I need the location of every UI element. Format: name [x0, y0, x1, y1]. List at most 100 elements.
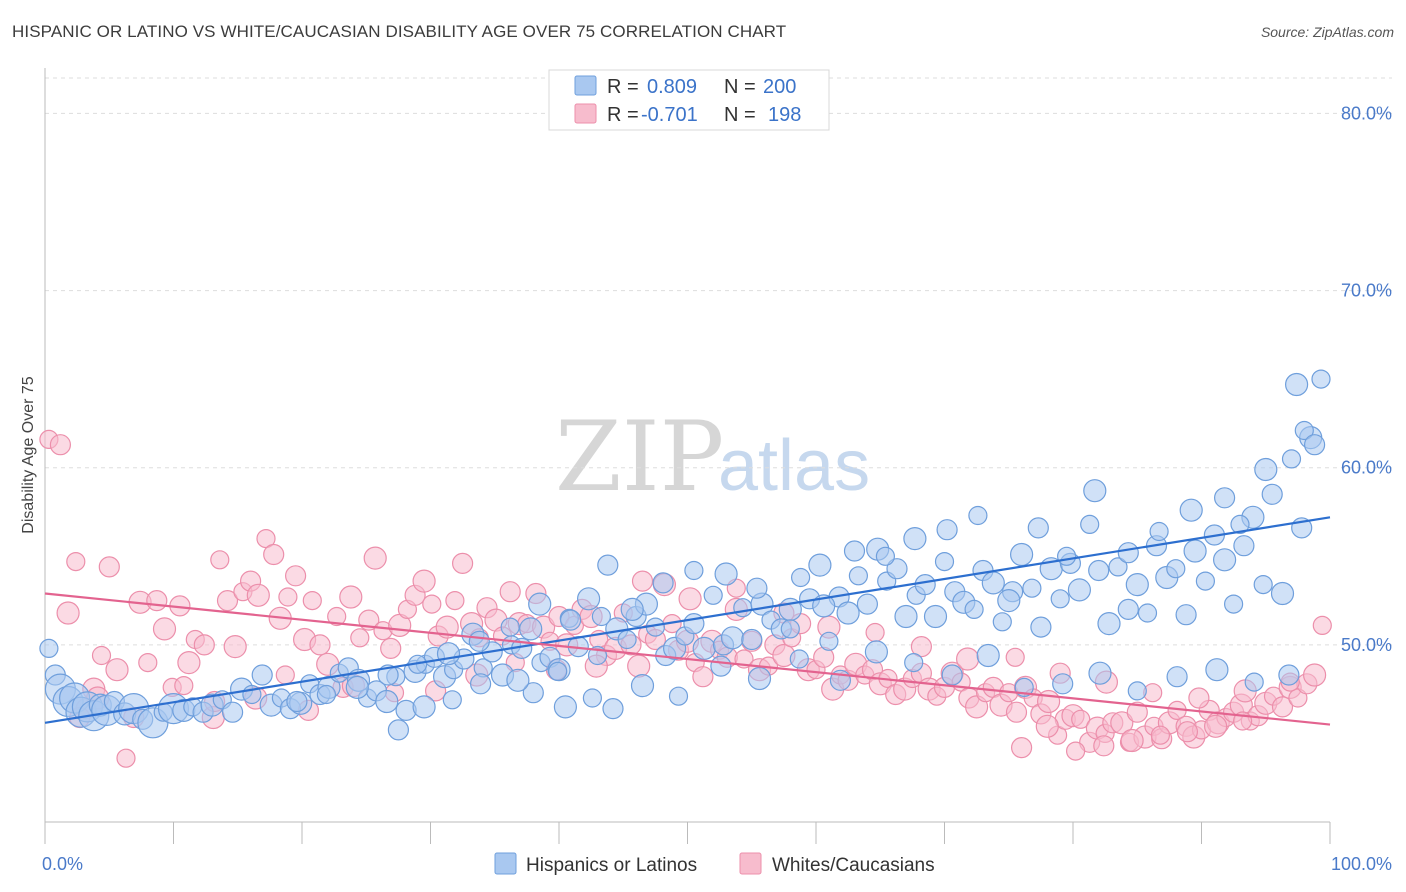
whites-point-31 [285, 565, 307, 587]
whites-point-136 [1126, 701, 1148, 723]
hispanics-point-147 [548, 661, 568, 682]
whites-point-30 [278, 587, 298, 607]
hispanics-point-102 [992, 612, 1012, 632]
series-legend: Hispanics or Latinos Whites/Caucasians [494, 852, 935, 876]
hispanics-point-161 [1205, 658, 1229, 682]
legend-r-value-2: -0.701 [641, 104, 698, 126]
whites-point-26 [246, 583, 270, 607]
hispanics-point-0 [39, 638, 59, 659]
legend-n-label-2: N = [724, 104, 756, 126]
hispanics-point-22 [222, 701, 244, 723]
whites-point-14 [152, 617, 177, 641]
whites-point-50 [435, 615, 459, 639]
hispanics-point-132 [1281, 449, 1302, 469]
hispanics-point-176 [997, 588, 1021, 613]
hispanics-point-149 [747, 666, 772, 691]
hispanics-point-153 [904, 652, 924, 673]
hispanics-point-81 [790, 567, 811, 588]
tick-labels: 50.0% 60.0% 70.0% 80.0% 0.0% 100.0% [42, 103, 1392, 874]
hispanics-point-141 [668, 686, 689, 706]
trend-lines [44, 516, 1331, 726]
hispanics-point-167 [1254, 457, 1278, 482]
hispanics-point-185 [714, 562, 738, 586]
hispanics-point-72 [703, 585, 723, 605]
hispanics-point-190 [559, 609, 582, 631]
hispanics-point-110 [1067, 578, 1092, 602]
hispanics-point-83 [808, 553, 832, 577]
hispanics-point-172 [1117, 598, 1139, 621]
legend-n-label-1: N = [724, 76, 756, 98]
hispanics-point-145 [470, 673, 492, 695]
hispanics-point-112 [1088, 559, 1110, 582]
whites-point-7 [98, 556, 120, 578]
hispanics-point-25 [251, 664, 273, 686]
whites-point-129 [1071, 709, 1091, 729]
legend-n-value-2: 198 [768, 104, 801, 126]
legend-r-value-1: 0.809 [647, 76, 697, 98]
hispanics-point-165 [1294, 420, 1314, 441]
hispanics-point-194 [436, 642, 461, 666]
hispanics-point-95 [923, 604, 948, 629]
y-axis-title: Disability Age Over 75 [20, 376, 37, 534]
hispanics-point-88 [856, 593, 879, 615]
whites-point-51 [445, 590, 465, 611]
hispanics-point-142 [387, 719, 409, 741]
whites-point-3 [66, 551, 86, 572]
hispanics-point-53 [519, 617, 543, 641]
whites-point-178 [1093, 735, 1115, 757]
hispanics-point-146 [506, 668, 530, 692]
hispanics-point-63 [617, 629, 637, 650]
hispanics-point-136 [522, 682, 544, 704]
hispanics-point-92 [894, 604, 918, 629]
hispanics-point-179 [903, 526, 927, 551]
hispanics-point-154 [941, 664, 963, 686]
whites-point-82 [692, 666, 714, 688]
whites-point-192 [174, 675, 194, 696]
whites-point-8 [105, 658, 129, 682]
legend-swatch-whites [574, 103, 597, 124]
whites-point-52 [452, 552, 474, 575]
trend-line-whites [44, 592, 1331, 726]
whites-point-158 [1302, 663, 1327, 687]
whites-point-161 [678, 587, 702, 611]
whites-point-74 [627, 654, 651, 678]
whites-point-1 [49, 434, 72, 456]
whites-point-167 [955, 647, 980, 671]
whites-point-28 [263, 543, 285, 566]
whites-point-125 [1036, 689, 1061, 714]
trend-line-hispanics [44, 516, 1331, 724]
whites-point-160 [631, 570, 654, 592]
hispanics-point-150 [789, 649, 809, 669]
hispanics-point-94 [914, 573, 936, 596]
hispanics-point-188 [620, 597, 644, 622]
hispanics-point-159 [1127, 681, 1147, 701]
chart-title: HISPANIC OR LATINO VS WHITE/CAUCASIAN DI… [12, 22, 787, 41]
hispanics-point-139 [602, 697, 624, 720]
hispanics-point-166 [1303, 434, 1326, 456]
whites-point-176 [1035, 714, 1059, 738]
hispanics-point-143 [412, 695, 436, 719]
legend-n-value-1: 200 [763, 76, 796, 98]
y-tick-label-3: 80.0% [1341, 103, 1392, 123]
hispanics-point-130 [1261, 483, 1283, 505]
hispanics-point-111 [1080, 514, 1100, 535]
y-tick-label-0: 50.0% [1341, 635, 1392, 655]
hispanics-point-181 [843, 540, 866, 562]
hispanics-point-99 [964, 599, 984, 620]
hispanics-point-137 [553, 695, 578, 719]
whites-point-39 [350, 628, 370, 648]
hispanics-point-144 [442, 690, 462, 710]
hispanics-point-197 [345, 675, 369, 700]
hispanics-point-191 [528, 592, 552, 616]
hispanics-point-129 [1253, 574, 1273, 595]
hispanics-point-177 [968, 505, 988, 526]
watermark-atlas: atlas [718, 426, 870, 506]
hispanics-point-158 [1088, 661, 1112, 685]
hispanics-point-189 [591, 606, 612, 627]
whites-point-33 [302, 590, 322, 611]
legend-swatch-hispanics [574, 75, 597, 96]
hispanics-point-121 [1175, 604, 1197, 626]
hispanics-point-180 [875, 546, 896, 566]
whites-point-168 [1005, 647, 1025, 667]
